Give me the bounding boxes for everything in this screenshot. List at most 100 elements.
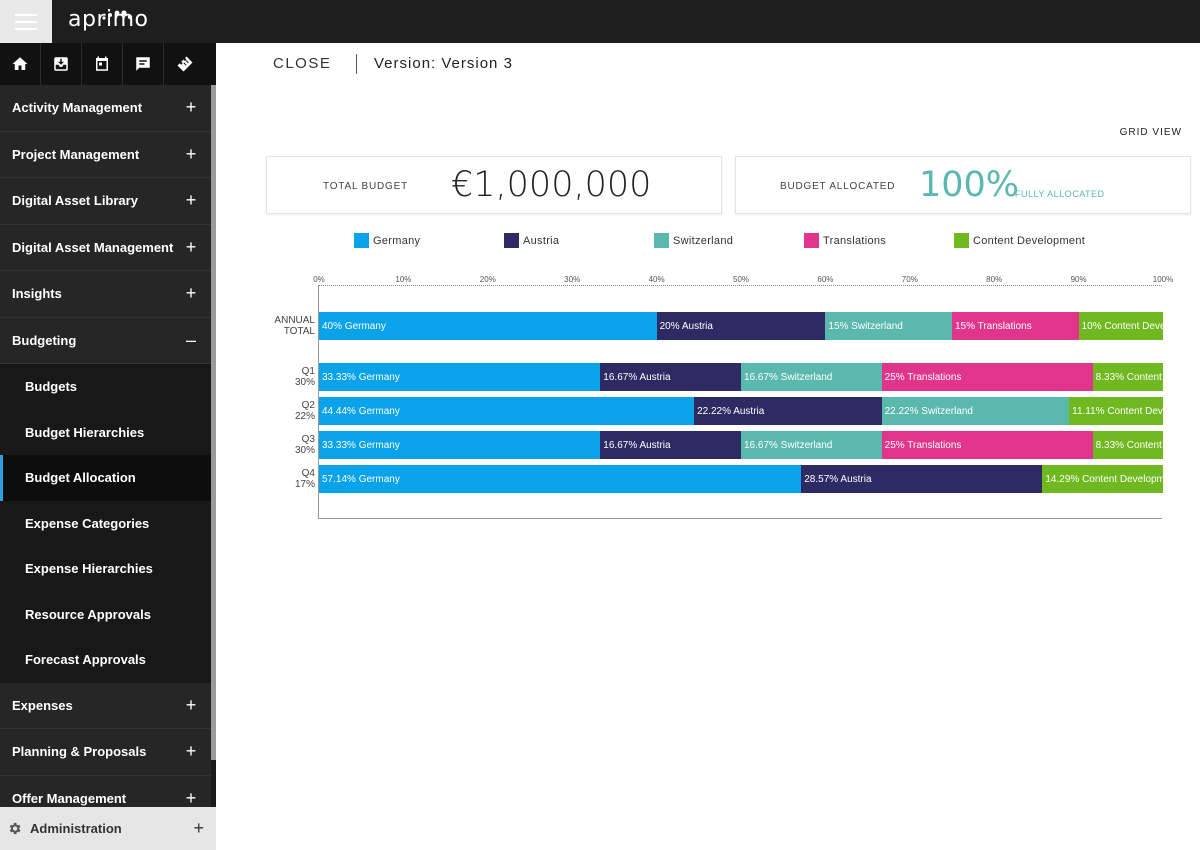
bar-segment-switzerland[interactable]: 15% Switzerland [825, 312, 952, 340]
sidebar-item-administration[interactable]: Administration + [0, 807, 216, 850]
plus-icon[interactable]: + [193, 818, 204, 838]
legend-label: Content Development [973, 234, 1086, 247]
row-label: Q4 17% [295, 468, 315, 490]
bar-segment-austria[interactable]: 20% Austria [656, 312, 826, 340]
x-tick-label: 30% [564, 275, 581, 284]
bar-segment-switzerland[interactable]: 22.22% Switzerland [881, 397, 1070, 425]
sidebar-item-label: Digital Asset Management [12, 239, 174, 255]
x-axis-bottom-line [318, 518, 1162, 519]
menu-icon[interactable] [0, 0, 52, 43]
legend-item-translations[interactable]: Translations [804, 233, 886, 248]
bar-segment-translations[interactable]: 25% Translations [881, 431, 1093, 459]
ticket-icon[interactable] [164, 43, 205, 85]
header-divider [356, 54, 357, 74]
plus-icon[interactable]: + [185, 787, 197, 808]
x-tick-label: 60% [817, 275, 834, 284]
bar-segment-germany[interactable]: 57.14% Germany [319, 465, 802, 493]
row-label: ANNUAL TOTAL [274, 315, 315, 337]
calendar-icon[interactable] [82, 43, 123, 85]
bar-segment-content-development[interactable]: 14.29% Content Development [1042, 465, 1163, 493]
minus-icon[interactable]: – [185, 329, 196, 350]
sidebar-subitem-budgets[interactable]: Budgets [0, 364, 211, 410]
row-label: Q3 30% [295, 434, 315, 456]
plus-icon[interactable]: + [185, 143, 197, 164]
sidebar-item-label: Insights [12, 286, 62, 302]
row-label-line: Q4 [301, 468, 315, 479]
bar-segment-translations[interactable]: 15% Translations [951, 312, 1079, 340]
bar-segment-austria[interactable]: 16.67% Austria [600, 431, 741, 459]
bar-segment-content-development[interactable]: 8.33% Content Development [1092, 431, 1163, 459]
legend-swatch [654, 233, 669, 248]
stacked-bar: 44.44% Germany 22.22% Austria 22.22% Switz… [319, 397, 1163, 425]
legend-item-switzerland[interactable]: Switzerland [654, 233, 733, 248]
legend-item-content-development[interactable]: Content Development [954, 233, 1085, 248]
home-icon[interactable] [0, 43, 41, 85]
plus-icon[interactable]: + [185, 283, 197, 304]
sidebar-item-project-management[interactable]: Project Management + [0, 131, 211, 178]
x-tick-label: 100% [1152, 275, 1174, 284]
inbox-icon[interactable] [41, 43, 82, 85]
bar-segment-translations[interactable]: 25% Translations [881, 363, 1093, 391]
bar-segment-content-development[interactable]: 8.33% Content Development [1092, 363, 1163, 391]
sidebar-item-activity-management[interactable]: Activity Management + [0, 85, 211, 132]
legend-label: Switzerland [673, 234, 734, 247]
sidebar-scrollbar[interactable] [211, 85, 216, 760]
x-tick-label: 90% [1070, 275, 1087, 284]
bar-segment-germany[interactable]: 33.33% Germany [319, 363, 601, 391]
sidebar-item-expenses[interactable]: Expenses + [0, 682, 211, 729]
row-label: Q2 22% [295, 400, 315, 422]
sidebar-item-label: Planning & Proposals [12, 744, 147, 760]
bar-segment-content-development[interactable]: 11.11% Content Development [1069, 397, 1163, 425]
sidebar-item-label: Activity Management [12, 100, 143, 116]
bar-segment-austria[interactable]: 22.22% Austria [694, 397, 882, 425]
plus-icon[interactable]: + [185, 236, 197, 257]
plus-icon[interactable]: + [185, 741, 197, 762]
bar-segment-germany[interactable]: 33.33% Germany [319, 431, 601, 459]
budget-allocated-card: BUDGET ALLOCATED 100% FULLY ALLOCATED [735, 156, 1191, 214]
bar-segment-austria[interactable]: 28.57% Austria [801, 465, 1043, 493]
legend-swatch [954, 233, 969, 248]
sidebar-subitem-budget-allocation[interactable]: Budget Allocation [0, 455, 211, 501]
row-label-line: Q1 [301, 366, 315, 377]
sidebar-item-planning-proposals[interactable]: Planning & Proposals + [0, 729, 211, 776]
sidebar-item-budgeting[interactable]: Budgeting – [0, 317, 211, 364]
plus-icon[interactable]: + [185, 190, 197, 211]
sidebar-subitem-budget-hierarchies[interactable]: Budget Hierarchies [0, 409, 211, 455]
budget-allocation-chart: 0% 10% 20% 30% 40% 50% 60% 70% 80% 90% 100% ANNUAL T… [218, 268, 1200, 528]
stacked-bar: 33.33% Germany 16.67% Austria 16.67% Switz… [319, 431, 1163, 459]
bar-segment-switzerland[interactable]: 16.67% Switzerland [740, 363, 882, 391]
chart-legend: Germany Austria Switzerland Translations Con… [218, 233, 1200, 249]
bar-segment-germany[interactable]: 40% Germany [319, 312, 657, 340]
sidebar-subitem-expense-hierarchies[interactable]: Expense Hierarchies [0, 546, 211, 592]
fully-allocated-label: FULLY ALLOCATED [1015, 189, 1105, 199]
total-budget-value: €1,000,000 [451, 165, 652, 205]
sidebar-item-label: Budgeting [12, 332, 77, 348]
legend-item-austria[interactable]: Austria [504, 233, 559, 248]
bar-segment-switzerland[interactable]: 16.67% Switzerland [740, 431, 882, 459]
top-bar: aprimo [0, 0, 1200, 43]
chat-icon[interactable] [123, 43, 164, 85]
sidebar-item-digital-asset-library[interactable]: Digital Asset Library + [0, 178, 211, 225]
sidebar-item-digital-asset-management[interactable]: Digital Asset Management + [0, 224, 211, 271]
grid-view-button[interactable]: GRID VIEW [1119, 127, 1182, 138]
legend-item-germany[interactable]: Germany [354, 233, 420, 248]
bar-segment-austria[interactable]: 16.67% Austria [600, 363, 741, 391]
sidebar-subitem-resource-approvals[interactable]: Resource Approvals [0, 591, 211, 637]
plus-icon[interactable]: + [185, 97, 197, 118]
close-button[interactable]: CLOSE [273, 55, 332, 72]
row-label-line: 22% [294, 411, 315, 422]
sidebar-item-insights[interactable]: Insights + [0, 271, 211, 318]
sidebar-item-label: Offer Management [12, 790, 127, 806]
sidebar-subitem-forecast-approvals[interactable]: Forecast Approvals [0, 637, 211, 683]
version-label[interactable]: Version: Version 3 [374, 55, 513, 72]
plus-icon[interactable]: + [185, 694, 197, 715]
bar-segment-content-development[interactable]: 10% Content Development [1078, 312, 1163, 340]
bar-segment-germany[interactable]: 44.44% Germany [319, 397, 695, 425]
row-label-line: Q2 [301, 400, 315, 411]
row-label-line: Q3 [301, 434, 315, 445]
quick-icon-row [0, 43, 216, 85]
row-label-line: 17% [294, 479, 315, 490]
sidebar-subitem-expense-categories[interactable]: Expense Categories [0, 500, 211, 546]
legend-swatch [354, 233, 369, 248]
aprimo-logo[interactable]: aprimo [68, 7, 149, 32]
